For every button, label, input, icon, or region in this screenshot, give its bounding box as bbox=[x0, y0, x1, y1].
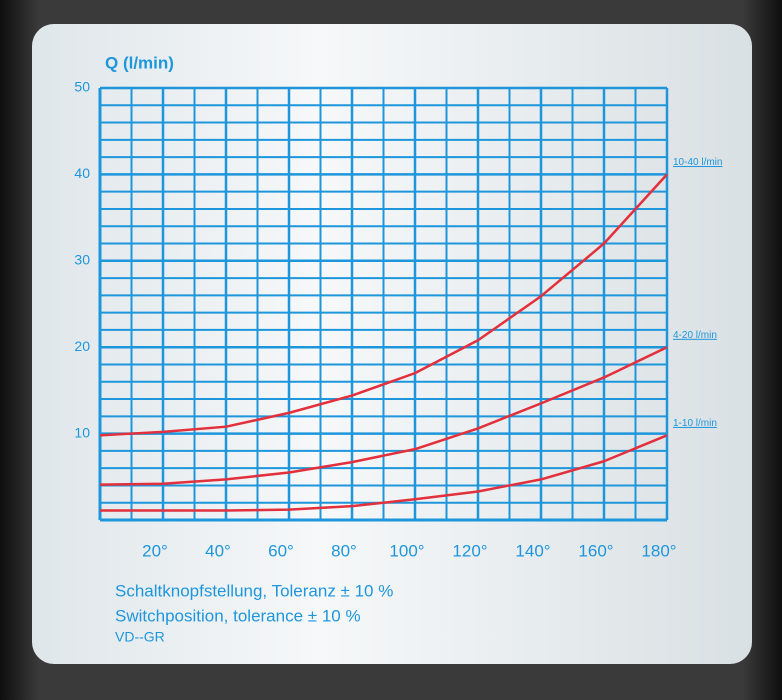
x-tick-label: 180° bbox=[641, 541, 676, 560]
data-line bbox=[100, 434, 668, 512]
y-tick-label: 40 bbox=[74, 165, 90, 181]
legend-label: 4-20 l/min bbox=[673, 330, 717, 341]
data-line bbox=[99, 346, 668, 486]
x-tick-label: 20° bbox=[142, 541, 168, 560]
x-tick-label: 100° bbox=[389, 541, 424, 560]
x-tick-label: 80° bbox=[331, 541, 357, 560]
annotation: VD--GR bbox=[115, 629, 165, 645]
x-tick-label: 40° bbox=[205, 541, 231, 560]
x-tick-label: 140° bbox=[515, 541, 550, 560]
x-tick-label: 120° bbox=[452, 541, 487, 560]
y-tick-label: 50 bbox=[74, 79, 90, 95]
annotation: Switchposition, tolerance ± 10 % bbox=[115, 606, 361, 625]
legend-label: 1-10 l/min bbox=[673, 418, 717, 429]
y-tick-label: 10 bbox=[74, 424, 90, 440]
data-line bbox=[99, 173, 668, 437]
y-tick-label: 30 bbox=[74, 252, 90, 268]
legend-label: 10-40 l/min bbox=[673, 157, 722, 168]
x-tick-label: 60° bbox=[268, 541, 294, 560]
y-tick-label: 20 bbox=[74, 338, 90, 354]
chart-title: Q (l/min) bbox=[105, 53, 174, 72]
annotation: Schaltknopfstellung, Toleranz ± 10 % bbox=[115, 581, 393, 600]
x-tick-label: 160° bbox=[578, 541, 613, 560]
label-sheet bbox=[32, 24, 752, 664]
